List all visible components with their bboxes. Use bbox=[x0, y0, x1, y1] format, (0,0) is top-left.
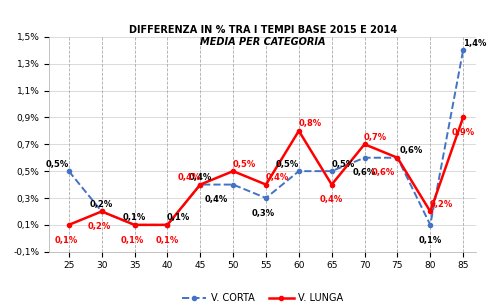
Line: V. LUNGA: V. LUNGA bbox=[67, 115, 465, 227]
Text: MEDIA PER CATEGORIA: MEDIA PER CATEGORIA bbox=[200, 37, 326, 46]
Text: 0,2%: 0,2% bbox=[87, 222, 110, 231]
Text: 1,4%: 1,4% bbox=[463, 39, 486, 48]
Text: 0,5%: 0,5% bbox=[233, 160, 256, 169]
V. LUNGA bbox=[329, 183, 335, 186]
V. LUNGA bbox=[230, 169, 236, 173]
Text: 0,5%: 0,5% bbox=[276, 160, 300, 169]
Text: 0,1%: 0,1% bbox=[167, 213, 190, 223]
Text: 0,2%: 0,2% bbox=[430, 200, 453, 209]
V. CORTA bbox=[164, 223, 170, 227]
V. CORTA bbox=[66, 169, 72, 173]
Text: 0,4%: 0,4% bbox=[189, 173, 212, 182]
Text: 0,1%: 0,1% bbox=[123, 213, 146, 223]
Line: V. CORTA: V. CORTA bbox=[67, 48, 465, 227]
V. CORTA bbox=[329, 169, 335, 173]
V. LUNGA bbox=[361, 142, 367, 146]
V. LUNGA bbox=[460, 115, 466, 119]
V. CORTA bbox=[263, 196, 269, 200]
Text: 0,9%: 0,9% bbox=[452, 128, 475, 137]
Text: 0,1%: 0,1% bbox=[419, 236, 442, 245]
V. CORTA bbox=[230, 183, 236, 186]
V. LUNGA bbox=[427, 210, 433, 213]
Text: 0,5%: 0,5% bbox=[331, 160, 355, 169]
V. CORTA bbox=[132, 223, 137, 227]
V. CORTA bbox=[460, 49, 466, 52]
Text: 0,8%: 0,8% bbox=[299, 119, 322, 128]
Legend: V. CORTA, V. LUNGA: V. CORTA, V. LUNGA bbox=[178, 289, 348, 307]
V. LUNGA bbox=[394, 156, 400, 160]
V. CORTA bbox=[197, 183, 203, 186]
Text: 0,6%: 0,6% bbox=[372, 169, 395, 177]
V. LUNGA bbox=[263, 183, 269, 186]
Text: 0,4%: 0,4% bbox=[266, 173, 289, 182]
V. LUNGA bbox=[66, 223, 72, 227]
Text: 0,4%: 0,4% bbox=[178, 173, 201, 182]
V. LUNGA bbox=[99, 210, 105, 213]
V. CORTA bbox=[427, 223, 433, 227]
V. LUNGA bbox=[296, 129, 302, 133]
V. CORTA bbox=[361, 156, 367, 160]
Text: 0,5%: 0,5% bbox=[46, 160, 69, 169]
V. LUNGA bbox=[197, 183, 203, 186]
V. CORTA bbox=[99, 210, 105, 213]
V. CORTA bbox=[296, 169, 302, 173]
Text: 0,1%: 0,1% bbox=[120, 236, 143, 245]
Text: 0,3%: 0,3% bbox=[251, 209, 275, 218]
Text: 0,4%: 0,4% bbox=[205, 195, 228, 204]
Text: 0,6%: 0,6% bbox=[353, 169, 376, 177]
Text: 0,1%: 0,1% bbox=[156, 236, 179, 245]
Text: 0,6%: 0,6% bbox=[400, 146, 423, 155]
Text: 0,7%: 0,7% bbox=[364, 133, 387, 142]
Text: 0,4%: 0,4% bbox=[320, 195, 343, 204]
V. LUNGA bbox=[132, 223, 137, 227]
V. CORTA bbox=[394, 156, 400, 160]
V. LUNGA bbox=[164, 223, 170, 227]
Text: DIFFERENZA IN % TRA I TEMPI BASE 2015 E 2014: DIFFERENZA IN % TRA I TEMPI BASE 2015 E … bbox=[129, 25, 397, 35]
Text: 0,1%: 0,1% bbox=[55, 236, 78, 245]
Text: 0,2%: 0,2% bbox=[90, 200, 113, 209]
